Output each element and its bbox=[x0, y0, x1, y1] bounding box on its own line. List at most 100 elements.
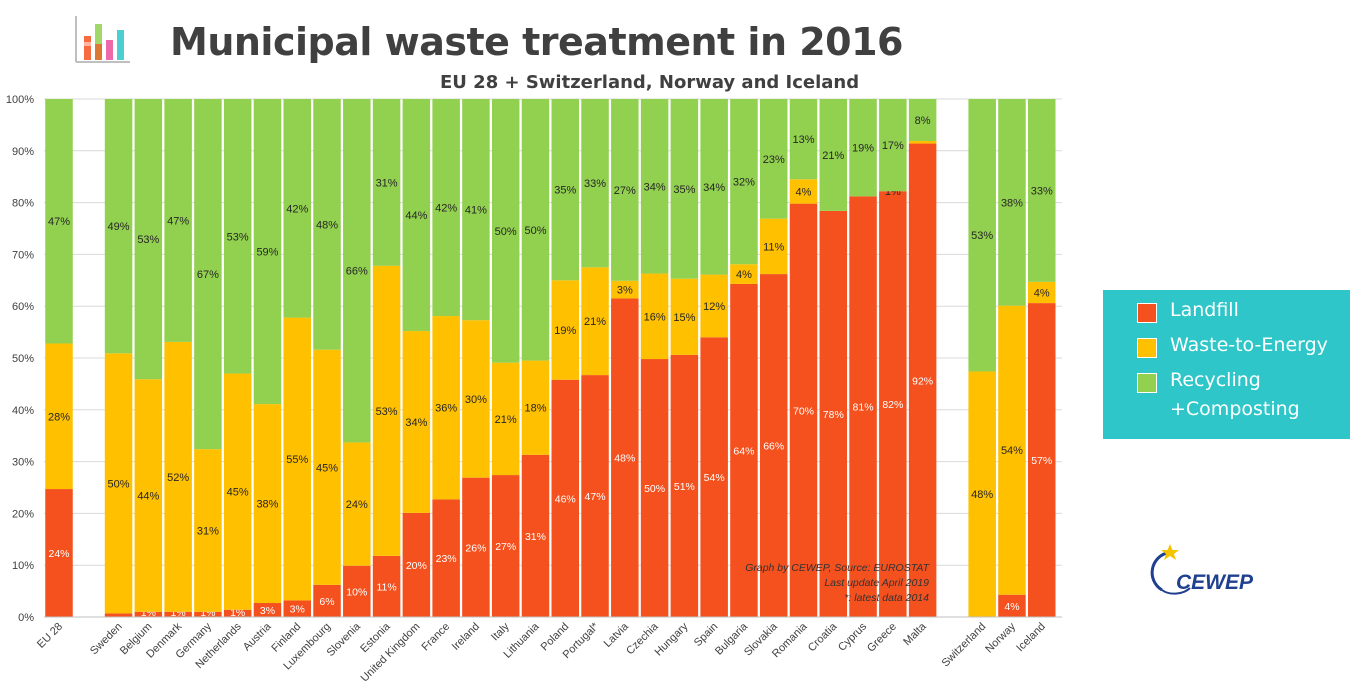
bar-segment-landfill bbox=[849, 196, 877, 617]
bar-segment-recycling bbox=[45, 99, 73, 344]
bar-segment-landfill bbox=[164, 611, 192, 617]
bar-segment-recycling bbox=[194, 99, 222, 450]
bar-segment-wte bbox=[164, 341, 192, 612]
data-label-landfill: 50% bbox=[644, 483, 665, 495]
source-line-3: *: latest data 2014 bbox=[844, 592, 929, 604]
bar-segment-landfill bbox=[45, 489, 73, 617]
bar-segment-recycling bbox=[134, 99, 163, 380]
data-label-recycling: 42% bbox=[286, 203, 308, 215]
data-label-wte: 48% bbox=[971, 489, 993, 501]
cewep-logo-text: CEWEP bbox=[1176, 571, 1254, 594]
bar-segment-wte bbox=[283, 317, 311, 601]
bar-segment-landfill bbox=[223, 609, 252, 617]
bar-segment-landfill bbox=[611, 298, 639, 617]
bar-segment-recycling bbox=[104, 99, 133, 354]
bar-segment-recycling bbox=[968, 99, 996, 372]
x-tick-label: France bbox=[420, 621, 453, 654]
data-label-recycling: 67% bbox=[197, 269, 219, 281]
bar-segment-recycling bbox=[223, 99, 252, 374]
bar-segment-recycling bbox=[343, 99, 371, 443]
data-label-landfill: 24% bbox=[48, 548, 69, 560]
data-label-recycling: 32% bbox=[733, 177, 755, 189]
data-label-recycling: 35% bbox=[554, 185, 576, 197]
bar-segment-wte bbox=[611, 280, 639, 299]
bar-segment-wte bbox=[372, 265, 401, 556]
data-label-recycling: 38% bbox=[1001, 197, 1023, 209]
data-label-wte: 24% bbox=[346, 499, 368, 511]
data-label-landfill: 78% bbox=[823, 409, 844, 421]
data-label-recycling: 8% bbox=[915, 115, 931, 127]
legend-label-recycling: Recycling +Composting bbox=[1170, 369, 1300, 420]
bar-segment-recycling bbox=[491, 99, 520, 363]
y-tick-label: 100% bbox=[6, 94, 34, 106]
bar-segment-recycling bbox=[283, 99, 311, 318]
data-label-recycling: 13% bbox=[792, 134, 814, 146]
legend-swatch-recycling bbox=[1137, 373, 1157, 393]
data-label-landfill: 92% bbox=[912, 375, 933, 387]
data-label-recycling: 31% bbox=[376, 177, 398, 189]
x-tick-label: Greece bbox=[865, 621, 899, 655]
data-label-landfill: 11% bbox=[376, 581, 396, 593]
y-tick-label: 20% bbox=[12, 508, 34, 520]
bar-segment-recycling bbox=[640, 99, 669, 274]
data-label-recycling: 42% bbox=[435, 203, 457, 215]
data-label-wte: 4% bbox=[736, 269, 752, 281]
data-label-wte: 4% bbox=[796, 186, 812, 198]
bar-segment-recycling bbox=[402, 99, 431, 332]
bar-segment-wte bbox=[223, 373, 252, 610]
y-tick-label: 80% bbox=[12, 198, 34, 210]
x-tick-label: Austria bbox=[241, 620, 274, 653]
bar-segment-wte bbox=[670, 278, 699, 355]
bar-segment-recycling bbox=[670, 99, 699, 279]
bar-segment-landfill bbox=[432, 499, 460, 617]
data-label-landfill: 26% bbox=[465, 542, 486, 554]
bar-segment-landfill bbox=[581, 375, 609, 617]
bar-segment-landfill bbox=[313, 584, 341, 617]
bar-segment-landfill bbox=[1027, 303, 1056, 617]
bar-segment-landfill bbox=[730, 283, 758, 617]
data-label-wte: 3% bbox=[617, 285, 633, 297]
bar-segment-recycling bbox=[253, 99, 282, 405]
data-label-wte: 28% bbox=[48, 411, 70, 423]
bar-segment-landfill bbox=[462, 477, 490, 617]
bar-segment-landfill bbox=[343, 565, 371, 617]
y-tick-label: 60% bbox=[12, 301, 34, 313]
data-label-wte: 11% bbox=[763, 241, 784, 253]
bar-segment-recycling bbox=[551, 99, 580, 281]
bar-segment-landfill bbox=[819, 210, 848, 617]
data-label-landfill: 82% bbox=[882, 399, 903, 411]
x-tick-label: Malta bbox=[901, 620, 929, 648]
legend-item-landfill: Landfill bbox=[1137, 299, 1239, 325]
data-label-recycling: 23% bbox=[763, 154, 785, 166]
data-label-recycling: 33% bbox=[584, 178, 606, 190]
data-label-wte: 18% bbox=[524, 403, 546, 415]
data-label-landfill: 47% bbox=[585, 491, 606, 503]
chart-subtitle: EU 28 + Switzerland, Norway and Iceland bbox=[440, 72, 860, 93]
data-label-wte: 21% bbox=[584, 316, 606, 328]
data-label-recycling: 53% bbox=[227, 231, 249, 243]
data-label-wte: 50% bbox=[108, 478, 130, 490]
bar-segment-landfill bbox=[670, 354, 699, 617]
data-label-recycling: 48% bbox=[316, 219, 338, 231]
data-label-landfill: 54% bbox=[704, 472, 725, 484]
bar-segment-recycling bbox=[611, 99, 639, 281]
data-label-wte: 15% bbox=[673, 312, 695, 324]
data-label-landfill: 48% bbox=[614, 453, 635, 465]
data-label-wte: 30% bbox=[465, 394, 487, 406]
bar-segment-wte bbox=[253, 404, 282, 604]
x-tick-label: Ireland bbox=[450, 621, 482, 653]
chart-title: Municipal waste treatment in 2016 bbox=[170, 20, 904, 64]
data-label-landfill: 57% bbox=[1031, 455, 1052, 467]
data-label-recycling: 34% bbox=[644, 181, 666, 193]
bar-segment-wte bbox=[134, 379, 163, 612]
bar-segment-recycling bbox=[849, 99, 877, 197]
bar-segment-recycling bbox=[164, 99, 192, 342]
legend-label-landfill: Landfill bbox=[1170, 299, 1239, 321]
x-tick-label: Spain bbox=[692, 621, 720, 649]
bar-segment-wte bbox=[402, 331, 431, 513]
bar-segment-recycling bbox=[521, 99, 550, 361]
bar-segment-wte bbox=[759, 218, 788, 275]
bar-segment-recycling bbox=[432, 99, 460, 317]
bar-segment-recycling bbox=[789, 99, 818, 180]
x-tick-label: Cyprus bbox=[836, 620, 869, 653]
